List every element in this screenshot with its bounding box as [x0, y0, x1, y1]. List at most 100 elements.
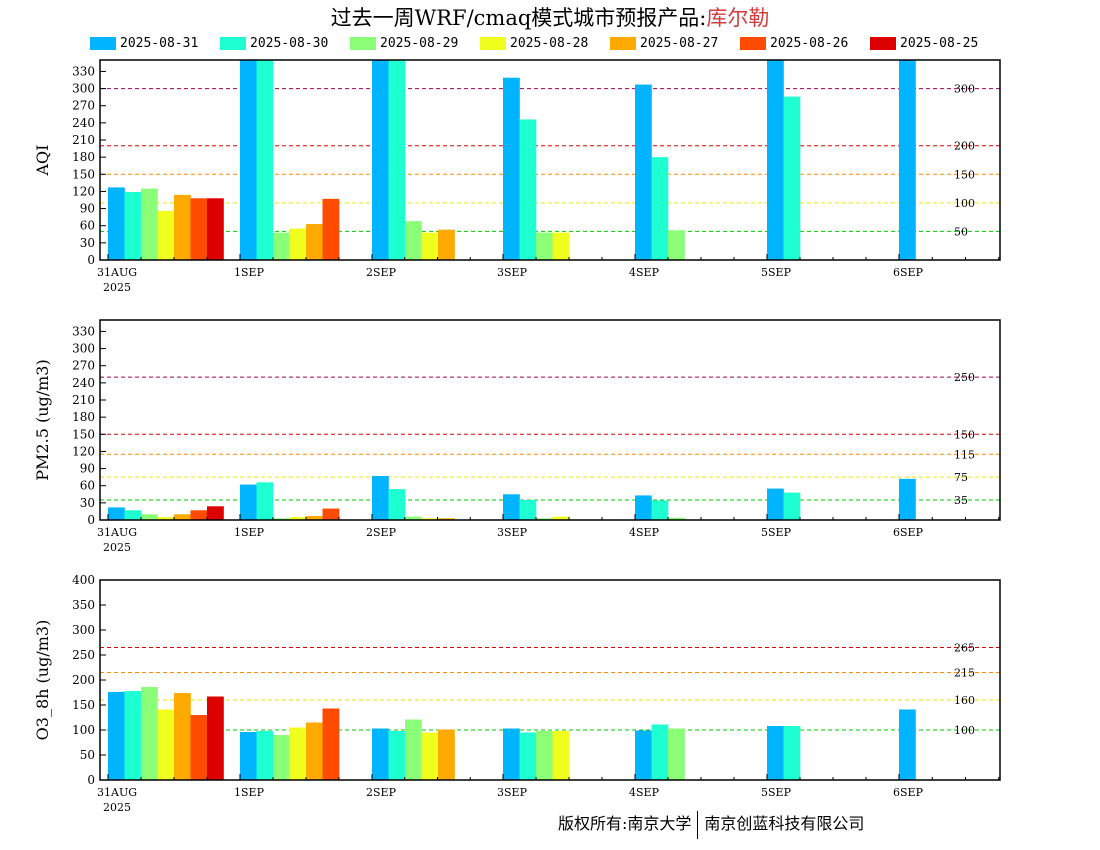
bar — [289, 727, 307, 780]
x-tick-label: 31AUG — [97, 266, 137, 279]
bar — [651, 500, 669, 520]
bar — [240, 60, 257, 260]
chart-panel: 50 100 150 200 300 0 30 60 90 120 150 180 210 240 270 3… — [33, 59, 1001, 294]
bar — [651, 724, 669, 780]
bar — [372, 60, 389, 260]
y-tick-label: 270 — [72, 359, 95, 373]
legend-label: 2025-08-31 — [120, 35, 199, 51]
bar — [783, 726, 801, 780]
y-tick-label: 330 — [72, 64, 95, 78]
x-tick-label: 2SEP — [366, 526, 397, 539]
title-city: 库尔勒 — [706, 6, 770, 30]
reference-label: 115 — [954, 448, 975, 461]
y-tick-label: 150 — [72, 167, 95, 181]
legend-item: 2025-08-27 — [610, 34, 740, 52]
reference-label: 300 — [954, 83, 975, 96]
x-tick-label: 3SEP — [497, 266, 528, 279]
legend-swatch — [480, 36, 506, 50]
reference-label: 150 — [954, 428, 975, 441]
chart-panel: 35 75 115 150 250 0 30 60 90 120 150 180 210 240 270 30… — [33, 319, 1001, 554]
footer-right: 南京创蓝科技有限公司 — [704, 814, 865, 833]
bar — [190, 198, 208, 260]
reference-label: 150 — [954, 168, 975, 181]
bar — [322, 708, 340, 780]
reference-label: 265 — [954, 642, 975, 655]
y-tick-label: 120 — [72, 184, 95, 198]
bar — [552, 516, 570, 520]
bar — [635, 84, 652, 260]
y-tick-label: 30 — [80, 496, 95, 510]
legend-item: 2025-08-26 — [740, 34, 870, 52]
bar — [174, 514, 191, 520]
bar — [207, 506, 224, 520]
bar — [519, 732, 537, 780]
bar — [519, 500, 537, 520]
bar — [503, 728, 520, 780]
x-tick-label: 4SEP — [629, 266, 660, 279]
bar — [306, 224, 323, 260]
bar — [157, 709, 175, 780]
footer-left: 版权所有:南京大学 — [558, 814, 692, 833]
bar — [388, 489, 406, 520]
bar — [635, 495, 652, 520]
legend: 2025-08-31 2025-08-30 2025-08-29 2025-08-28… — [90, 34, 1000, 52]
bar — [899, 60, 916, 260]
bar — [108, 187, 125, 260]
y-tick-label: 270 — [72, 99, 95, 113]
bar — [157, 210, 175, 260]
reference-label: 35 — [954, 494, 968, 507]
y-tick-label: 90 — [80, 462, 95, 476]
bar — [668, 517, 685, 520]
bar — [322, 508, 340, 520]
y-tick-label: 60 — [80, 219, 95, 233]
x-tick-label: 4SEP — [629, 786, 660, 799]
legend-swatch — [740, 36, 766, 50]
x-tick-label: 5SEP — [761, 786, 792, 799]
bar — [322, 198, 340, 260]
y-tick-label: 300 — [72, 342, 95, 356]
bar — [141, 514, 158, 520]
bar — [388, 60, 406, 260]
bar — [405, 516, 422, 520]
bar — [388, 731, 406, 780]
x-tick-label: 1SEP — [234, 526, 265, 539]
reference-label: 160 — [954, 694, 975, 707]
x-tick-label: 3SEP — [497, 786, 528, 799]
y-tick-label: 350 — [72, 598, 95, 612]
reference-label: 200 — [954, 140, 975, 153]
x-tick-label: 4SEP — [629, 526, 660, 539]
bar — [552, 232, 570, 260]
legend-swatch — [350, 36, 376, 50]
y-tick-label: 240 — [72, 376, 95, 390]
legend-label: 2025-08-27 — [640, 35, 719, 51]
legend-item: 2025-08-25 — [870, 34, 1000, 52]
legend-label: 2025-08-25 — [900, 35, 979, 51]
y-tick-label: 150 — [72, 427, 95, 441]
y-axis-label: PM2.5 (ug/m3) — [33, 359, 52, 480]
bar — [519, 119, 537, 260]
bar — [421, 232, 439, 260]
bar — [438, 518, 455, 520]
bar — [668, 230, 685, 260]
legend-label: 2025-08-28 — [510, 35, 589, 51]
bar — [174, 693, 191, 780]
legend-swatch — [220, 36, 246, 50]
bar — [256, 731, 274, 780]
plot-frame — [99, 319, 1001, 521]
bar — [124, 691, 142, 780]
y-tick-label: 210 — [72, 133, 95, 147]
x-tick-label: 2SEP — [366, 786, 397, 799]
x-tick-label: 1SEP — [234, 266, 265, 279]
bar — [536, 518, 553, 520]
bar — [273, 735, 290, 780]
y-tick-label: 400 — [72, 573, 95, 587]
x-tick-label: 5SEP — [761, 266, 792, 279]
x-tick-label: 6SEP — [893, 266, 924, 279]
x-tick-label: 31AUG — [97, 786, 137, 799]
bar — [174, 194, 191, 260]
bar — [289, 228, 307, 260]
x-tick-label: 31AUG — [97, 526, 137, 539]
bar — [157, 517, 175, 520]
